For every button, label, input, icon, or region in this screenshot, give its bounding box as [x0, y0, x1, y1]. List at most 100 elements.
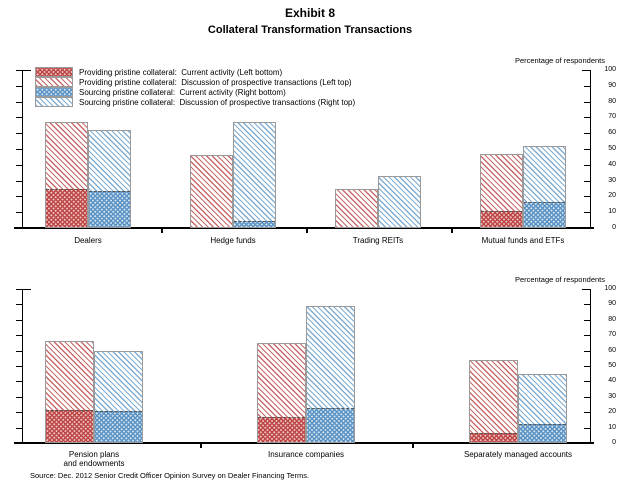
left-axis-tick	[16, 117, 22, 118]
providing-collateral-bar	[45, 122, 88, 228]
left-axis-tick	[16, 70, 22, 71]
x-axis-group-tick	[451, 229, 453, 233]
y-axis-unit-label: Percentage of respondents	[514, 275, 605, 284]
legend-label: Sourcing pristine collateral: Discussion…	[79, 98, 356, 107]
left-axis-tick	[16, 335, 22, 336]
providing-collateral-bar	[190, 155, 233, 228]
y-axis-unit-label: Percentage of respondents	[514, 56, 605, 65]
category-label: Trading REITs	[352, 236, 404, 245]
right-axis-tick-label: 50	[608, 362, 616, 369]
left-axis-tick	[16, 351, 22, 352]
right-axis-tick-label: 30	[608, 177, 616, 184]
providing-current-activity-segment	[481, 211, 522, 227]
right-axis-tick	[584, 366, 590, 367]
right-axis-tick	[584, 102, 590, 103]
right-axis-tick-label: 0	[612, 439, 616, 446]
providing-collateral-bar	[45, 341, 94, 443]
right-axis-tick-label: 30	[608, 393, 616, 400]
left-axis-tick	[16, 86, 22, 87]
left-axis-tick	[16, 428, 22, 429]
left-axis-cap	[22, 289, 31, 290]
left-axis-tick	[16, 133, 22, 134]
right-axis-tick-label: 70	[608, 331, 616, 338]
sourcing-current-activity-segment	[307, 408, 354, 442]
left-axis-cap	[22, 70, 31, 71]
x-axis-group-tick	[412, 444, 414, 448]
right-axis-tick-label: 40	[608, 377, 616, 384]
category-label: Dealers	[74, 236, 102, 245]
left-axis-tick	[16, 412, 22, 413]
right-axis-line	[590, 70, 591, 228]
left-axis-tick	[16, 304, 22, 305]
left-axis-tick	[16, 397, 22, 398]
right-axis-tick-label: 60	[608, 347, 616, 354]
right-axis-tick-label: 0	[612, 224, 616, 231]
sourcing-collateral-bar	[233, 122, 276, 228]
legend-label: Sourcing pristine collateral: Current ac…	[79, 88, 286, 97]
x-axis-group-tick	[161, 229, 163, 233]
right-axis-tick-label: 70	[608, 113, 616, 120]
exhibit-title: Exhibit 8	[284, 6, 335, 20]
legend-swatch-blue-dense-icon	[35, 87, 73, 97]
x-axis-group-tick	[200, 444, 202, 448]
left-axis-line	[22, 289, 23, 443]
sourcing-collateral-bar	[523, 145, 566, 228]
sourcing-collateral-bar	[306, 305, 355, 443]
x-axis-group-tick	[306, 229, 308, 233]
right-axis-tick	[584, 212, 590, 213]
category-label: Pension plans and endowments	[63, 450, 125, 468]
left-axis-tick	[16, 320, 22, 321]
right-axis-tick	[584, 412, 590, 413]
providing-current-activity-segment	[470, 432, 517, 442]
legend-label: Providing pristine collateral: Discussio…	[79, 78, 352, 87]
legend-label: Providing pristine collateral: Current a…	[79, 68, 283, 77]
right-axis-tick	[584, 228, 590, 229]
right-axis-tick-label: 90	[608, 300, 616, 307]
right-axis-tick-label: 80	[608, 98, 616, 105]
x-axis-line	[14, 442, 594, 444]
left-axis-tick	[16, 366, 22, 367]
left-axis-tick	[16, 212, 22, 213]
providing-collateral-bar	[257, 342, 306, 443]
right-axis-tick	[584, 443, 590, 444]
right-axis-tick-label: 90	[608, 82, 616, 89]
right-axis-tick	[584, 335, 590, 336]
providing-current-activity-segment	[258, 417, 305, 442]
right-axis-tick	[584, 428, 590, 429]
left-axis-tick	[16, 181, 22, 182]
right-axis-tick	[584, 70, 590, 71]
x-axis-line	[14, 227, 594, 229]
left-axis-line	[22, 70, 23, 228]
right-axis-tick-label: 40	[608, 161, 616, 168]
right-axis-tick-label: 80	[608, 316, 616, 323]
left-axis-tick	[16, 149, 22, 150]
right-axis-tick-label: 10	[608, 208, 616, 215]
right-axis-tick	[584, 86, 590, 87]
left-axis-tick	[16, 196, 22, 197]
right-axis-tick	[584, 149, 590, 150]
category-label: Mutual funds and ETFs	[481, 236, 565, 245]
providing-collateral-bar	[335, 188, 378, 228]
category-label: Separately managed accounts	[463, 450, 573, 459]
left-axis-tick	[16, 381, 22, 382]
legend-swatch-red-diagonal-icon	[35, 77, 73, 87]
right-axis-line	[590, 289, 591, 443]
right-axis-tick-label: 50	[608, 145, 616, 152]
left-axis-tick	[16, 165, 22, 166]
sourcing-current-activity-segment	[234, 220, 275, 227]
category-label: Insurance companies	[267, 450, 345, 459]
providing-current-activity-segment	[46, 189, 87, 227]
sourcing-collateral-bar	[518, 373, 567, 443]
legend-swatch-red-dense-icon	[35, 67, 73, 77]
right-axis-tick	[584, 304, 590, 305]
right-axis-tick	[584, 320, 590, 321]
right-axis-tick	[584, 381, 590, 382]
left-axis-tick	[16, 289, 22, 290]
sourcing-collateral-bar	[378, 175, 421, 228]
sourcing-collateral-bar	[88, 130, 131, 228]
right-axis-tick-label: 20	[608, 192, 616, 199]
right-axis-tick-label: 10	[608, 424, 616, 431]
right-axis-tick	[584, 117, 590, 118]
right-axis-tick-label: 60	[608, 129, 616, 136]
category-label: Hedge funds	[210, 236, 256, 245]
